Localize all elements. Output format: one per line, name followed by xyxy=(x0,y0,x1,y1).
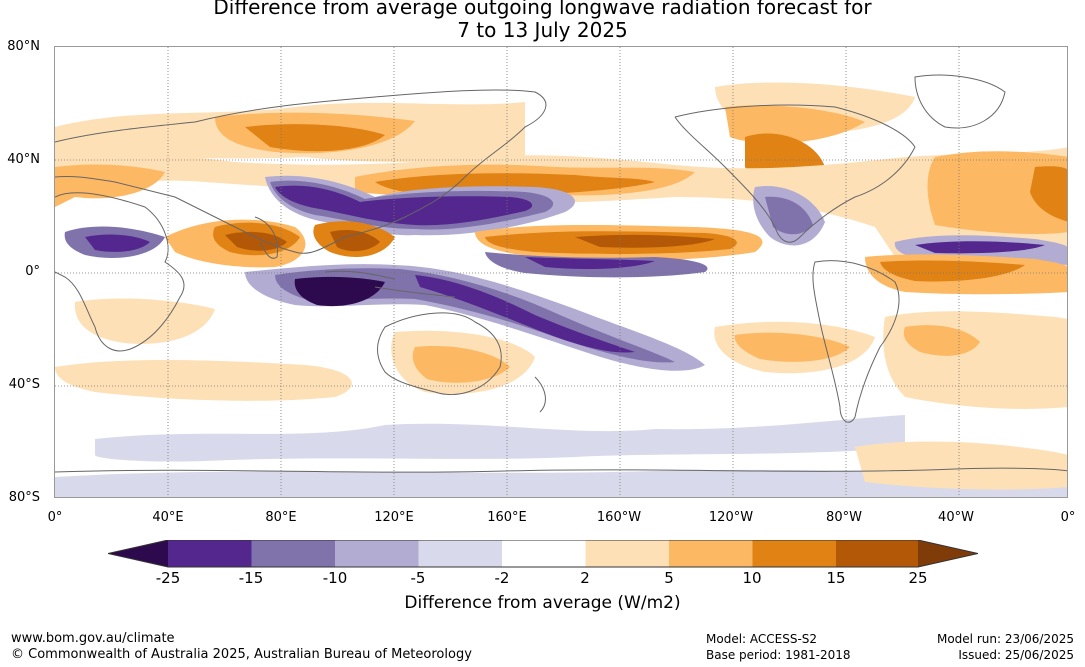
anomaly-region xyxy=(275,185,533,226)
map-title: Difference from average outgoing longwav… xyxy=(0,0,1085,42)
anomaly-region xyxy=(734,332,850,362)
colorbar-label: -5 xyxy=(410,569,426,587)
colorbar-segment xyxy=(168,540,252,567)
anomaly-region xyxy=(55,469,1067,497)
lon-label-160e: 160°E xyxy=(487,510,527,525)
lon-label-40e: 40°E xyxy=(152,510,184,525)
coastlines xyxy=(55,74,1067,473)
anomaly-region xyxy=(765,196,813,235)
graticule xyxy=(55,47,1067,497)
anomaly-region xyxy=(74,298,216,344)
colorbar-segment xyxy=(669,540,753,567)
lon-label-120e: 120°E xyxy=(374,510,414,525)
anomaly-region xyxy=(245,124,385,152)
colorbar-label: 2 xyxy=(580,569,590,587)
colorbar-outline xyxy=(108,540,978,568)
anomaly-region xyxy=(294,276,385,307)
lat-label-80s: 80°S xyxy=(8,490,40,505)
anomaly-region xyxy=(55,360,352,401)
anomaly-region xyxy=(525,257,655,269)
anomaly-region xyxy=(575,234,715,248)
colorbar-label: 5 xyxy=(664,569,674,587)
footer-base-period: Base period: 1981-2018 xyxy=(706,648,851,662)
footer-issued: Issued: 25/06/2025 xyxy=(958,648,1074,662)
anomaly-region xyxy=(927,151,1067,234)
anomaly-region xyxy=(412,346,510,383)
olr-anomaly-map xyxy=(54,46,1068,498)
colorbar-segment xyxy=(918,540,978,567)
colorbar-label: -15 xyxy=(238,569,264,587)
colorbar-segment xyxy=(836,540,918,567)
colorbar-label: -2 xyxy=(494,569,510,587)
lon-label-80w: 80°W xyxy=(826,510,862,525)
colorbar-segment xyxy=(335,540,419,567)
anomaly-region xyxy=(225,231,287,251)
anomaly-region xyxy=(95,415,905,462)
anomaly-region xyxy=(855,441,1067,490)
anomaly-region xyxy=(903,325,980,356)
footer-model-run: Model run: 23/06/2025 xyxy=(936,632,1074,646)
title-line-1: Difference from average outgoing longwav… xyxy=(213,0,872,19)
lon-label-0: 0° xyxy=(47,510,63,525)
colorbar-segment xyxy=(502,540,586,567)
lon-label-160w: 160°W xyxy=(596,510,642,525)
colorbar-segment xyxy=(585,540,669,567)
colorbar-title: Difference from average (W/m2) xyxy=(404,593,681,613)
anomaly-region xyxy=(880,260,1025,282)
colorbar-label: 10 xyxy=(742,569,762,587)
anomaly-region xyxy=(725,105,865,144)
colorbar-label: 15 xyxy=(826,569,846,587)
colorbar-segment xyxy=(108,540,168,567)
footer-model: Model: ACCESS-S2 xyxy=(706,632,818,646)
lon-label-80e: 80°E xyxy=(265,510,297,525)
lat-label-80n: 80°N xyxy=(7,39,40,54)
colorbar-segment xyxy=(251,540,335,567)
lat-label-40s: 40°S xyxy=(8,377,40,392)
anomaly-region xyxy=(85,234,150,252)
lat-label-40n: 40°N xyxy=(7,152,40,167)
anomaly-region xyxy=(915,241,1045,254)
lon-label-40w: 40°W xyxy=(938,510,974,525)
colorbar-label: -25 xyxy=(155,569,181,587)
colorbar xyxy=(108,540,978,568)
colorbar-segment xyxy=(418,540,502,567)
anomaly-region xyxy=(55,164,165,207)
footer-copyright: © Commonwealth of Australia 2025, Austra… xyxy=(11,647,472,662)
lon-label-0-east: 0° xyxy=(1060,510,1076,525)
title-line-2: 7 to 13 July 2025 xyxy=(457,18,628,42)
anomaly-region xyxy=(330,230,380,252)
map-canvas xyxy=(55,47,1067,497)
lat-label-equator: 0° xyxy=(25,264,40,279)
colorbar-segment xyxy=(752,540,836,567)
footer-url[interactable]: www.bom.gov.au/climate xyxy=(11,631,175,646)
lon-label-120w: 120°W xyxy=(708,510,754,525)
anomaly-region xyxy=(883,311,1067,409)
anomaly-region xyxy=(1030,166,1067,222)
colorbar-label: -10 xyxy=(322,569,348,587)
anomaly-region xyxy=(415,275,635,353)
colorbar-label: 25 xyxy=(908,569,928,587)
